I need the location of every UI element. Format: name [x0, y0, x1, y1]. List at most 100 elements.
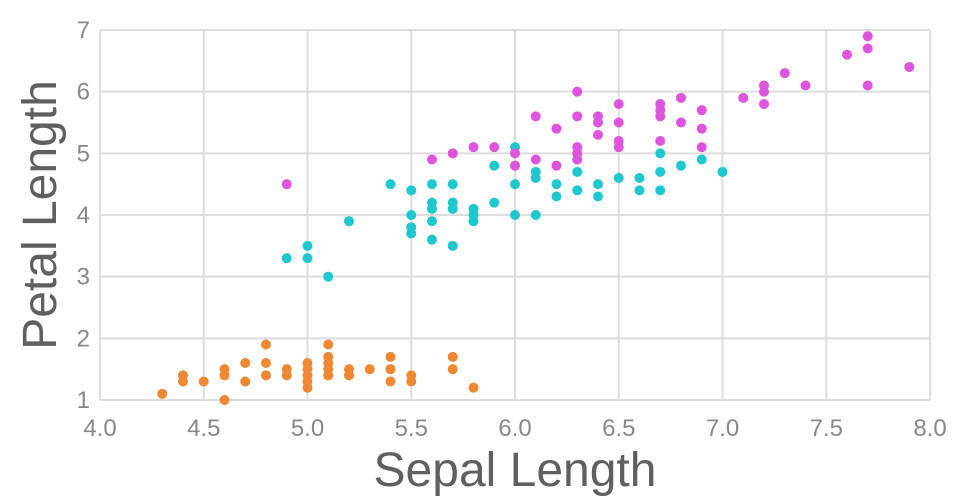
data-point [655, 148, 666, 159]
data-point [717, 166, 728, 177]
data-point [406, 222, 417, 233]
data-point [676, 160, 686, 171]
data-point [447, 240, 458, 251]
data-point [634, 173, 645, 183]
data-point [696, 105, 707, 116]
data-point [302, 253, 313, 264]
data-point [427, 154, 437, 165]
data-point [157, 388, 168, 399]
x-tick-label: 5.5 [395, 415, 428, 442]
x-tick-label: 4.5 [187, 415, 220, 442]
data-point [489, 142, 500, 153]
data-point [572, 185, 583, 196]
data-point [842, 49, 852, 60]
data-point [696, 154, 707, 165]
data-point [613, 99, 624, 109]
data-point [385, 179, 396, 190]
x-tick-label: 7.5 [810, 415, 843, 442]
data-point [406, 370, 417, 381]
data-point [551, 191, 562, 202]
data-point [862, 31, 873, 42]
data-point [613, 173, 624, 183]
data-points [157, 31, 915, 405]
data-point [572, 142, 583, 153]
data-point [530, 111, 541, 122]
tick-labels: 4.0 4.5 5.0 5.5 6.0 6.5 7.0 7.5 8.0 1 2 3 4 5 6 7 [77, 17, 947, 442]
y-tick-label: 4 [77, 202, 90, 229]
y-tick-label: 6 [77, 79, 90, 106]
x-tick-label: 8.0 [913, 415, 946, 442]
data-point [593, 179, 603, 190]
data-point [634, 185, 645, 196]
data-point [759, 80, 769, 91]
x-tick-label: 5.0 [291, 415, 324, 442]
data-point [572, 111, 583, 122]
data-point [385, 351, 396, 362]
data-point [323, 271, 334, 282]
data-point [510, 160, 520, 171]
data-point [323, 351, 334, 362]
x-axis-label: Sepal Length [374, 444, 657, 497]
data-point [198, 376, 209, 387]
data-point [385, 376, 396, 387]
data-point [613, 117, 624, 128]
data-point [240, 358, 251, 368]
data-point [572, 86, 583, 97]
data-point [530, 166, 541, 177]
y-axis-label: Petal Length [14, 80, 67, 350]
data-point [655, 185, 666, 196]
data-point [344, 216, 354, 227]
data-point [468, 203, 479, 214]
x-tick-label: 6.0 [498, 415, 531, 442]
x-tick-label: 6.5 [602, 415, 635, 442]
data-point [364, 364, 375, 375]
data-point [468, 142, 479, 153]
data-point [178, 370, 188, 381]
data-point [655, 166, 666, 177]
data-point [800, 80, 811, 91]
y-tick-label: 1 [77, 387, 90, 414]
data-point [510, 179, 520, 190]
data-point [551, 160, 562, 171]
data-point [759, 99, 769, 109]
data-point [779, 68, 790, 79]
y-tick-label: 2 [77, 325, 90, 352]
data-point [593, 111, 603, 122]
data-point [427, 179, 437, 190]
data-point [489, 197, 500, 208]
data-point [655, 136, 666, 146]
data-point [447, 197, 458, 208]
data-point [427, 216, 437, 227]
data-point [738, 92, 749, 103]
data-point [572, 166, 583, 177]
data-point [468, 382, 479, 393]
data-point [219, 364, 230, 375]
data-point [593, 129, 603, 140]
data-point [676, 117, 686, 128]
data-point [302, 358, 313, 368]
data-point [385, 364, 396, 375]
data-point [862, 80, 873, 91]
data-point [344, 364, 354, 375]
data-point [447, 351, 458, 362]
data-point [406, 185, 417, 196]
data-point [240, 376, 251, 387]
data-point [302, 240, 313, 251]
data-point [447, 364, 458, 375]
data-point [655, 99, 666, 109]
data-point [904, 62, 915, 72]
data-point [510, 148, 520, 159]
data-point [219, 395, 230, 405]
data-point [696, 123, 707, 134]
data-point [530, 154, 541, 165]
data-point [427, 197, 437, 208]
data-point [676, 92, 686, 103]
data-point [489, 160, 500, 171]
data-point [551, 179, 562, 190]
x-tick-label: 7.0 [706, 415, 739, 442]
data-point [281, 253, 292, 264]
data-point [323, 339, 334, 350]
data-point [281, 364, 292, 375]
y-tick-label: 5 [77, 140, 90, 167]
